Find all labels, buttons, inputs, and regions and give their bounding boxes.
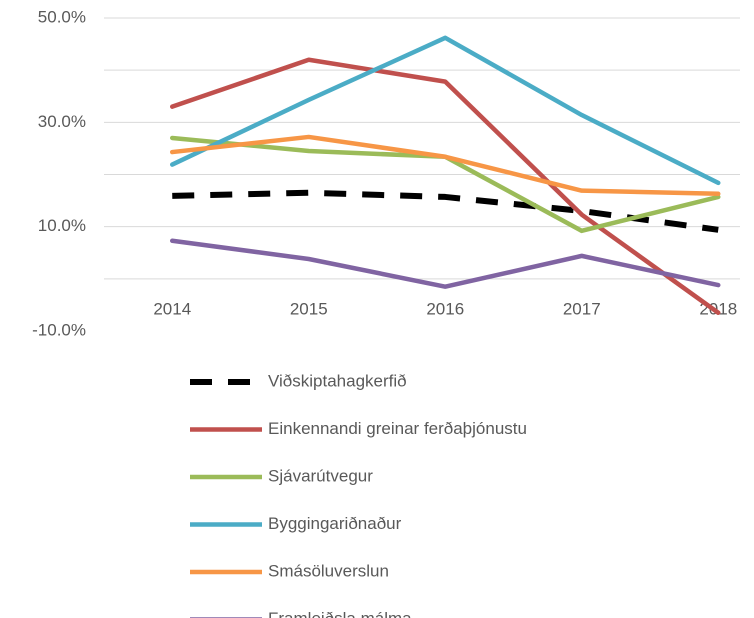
x-tick-label: 2017 — [563, 299, 601, 318]
series-line — [170, 134, 721, 197]
series-line — [170, 238, 721, 289]
legend-label: Viðskiptahagkerfið — [268, 371, 407, 390]
legend-label: Smásöluverslun — [268, 561, 389, 580]
series-line — [170, 135, 721, 234]
x-tick-label: 2015 — [290, 299, 328, 318]
x-tick-label: 2014 — [153, 299, 191, 318]
y-tick-label: 10.0% — [38, 216, 86, 235]
x-tick-label: 2016 — [426, 299, 464, 318]
y-tick-label: -10.0% — [32, 320, 86, 339]
series-line — [172, 189, 719, 233]
y-tick-label: 50.0% — [38, 7, 86, 26]
y-tick-label: 30.0% — [38, 112, 86, 131]
legend-label: Sjávarútvegur — [268, 466, 373, 485]
series-line — [170, 57, 721, 315]
legend-label: Byggingariðnaður — [268, 514, 402, 533]
legend-label: Einkennandi greinar ferðaþjónustu — [268, 419, 527, 438]
series-line — [170, 35, 721, 186]
legend-label: Framleiðsla málma — [268, 609, 412, 618]
